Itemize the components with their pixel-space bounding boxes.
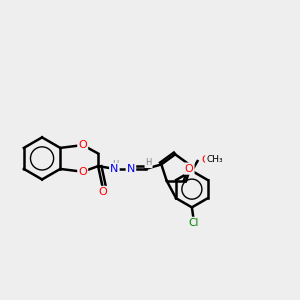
Text: N: N [110, 164, 118, 174]
Text: O: O [78, 167, 87, 177]
Text: N: N [127, 164, 135, 174]
Text: O: O [78, 140, 87, 150]
Text: H: H [146, 158, 152, 167]
Text: Cl: Cl [188, 218, 199, 228]
Text: O: O [185, 164, 194, 174]
Text: O: O [201, 155, 210, 165]
Text: H: H [112, 160, 118, 169]
Text: CH₃: CH₃ [206, 155, 223, 164]
Text: O: O [98, 187, 107, 197]
